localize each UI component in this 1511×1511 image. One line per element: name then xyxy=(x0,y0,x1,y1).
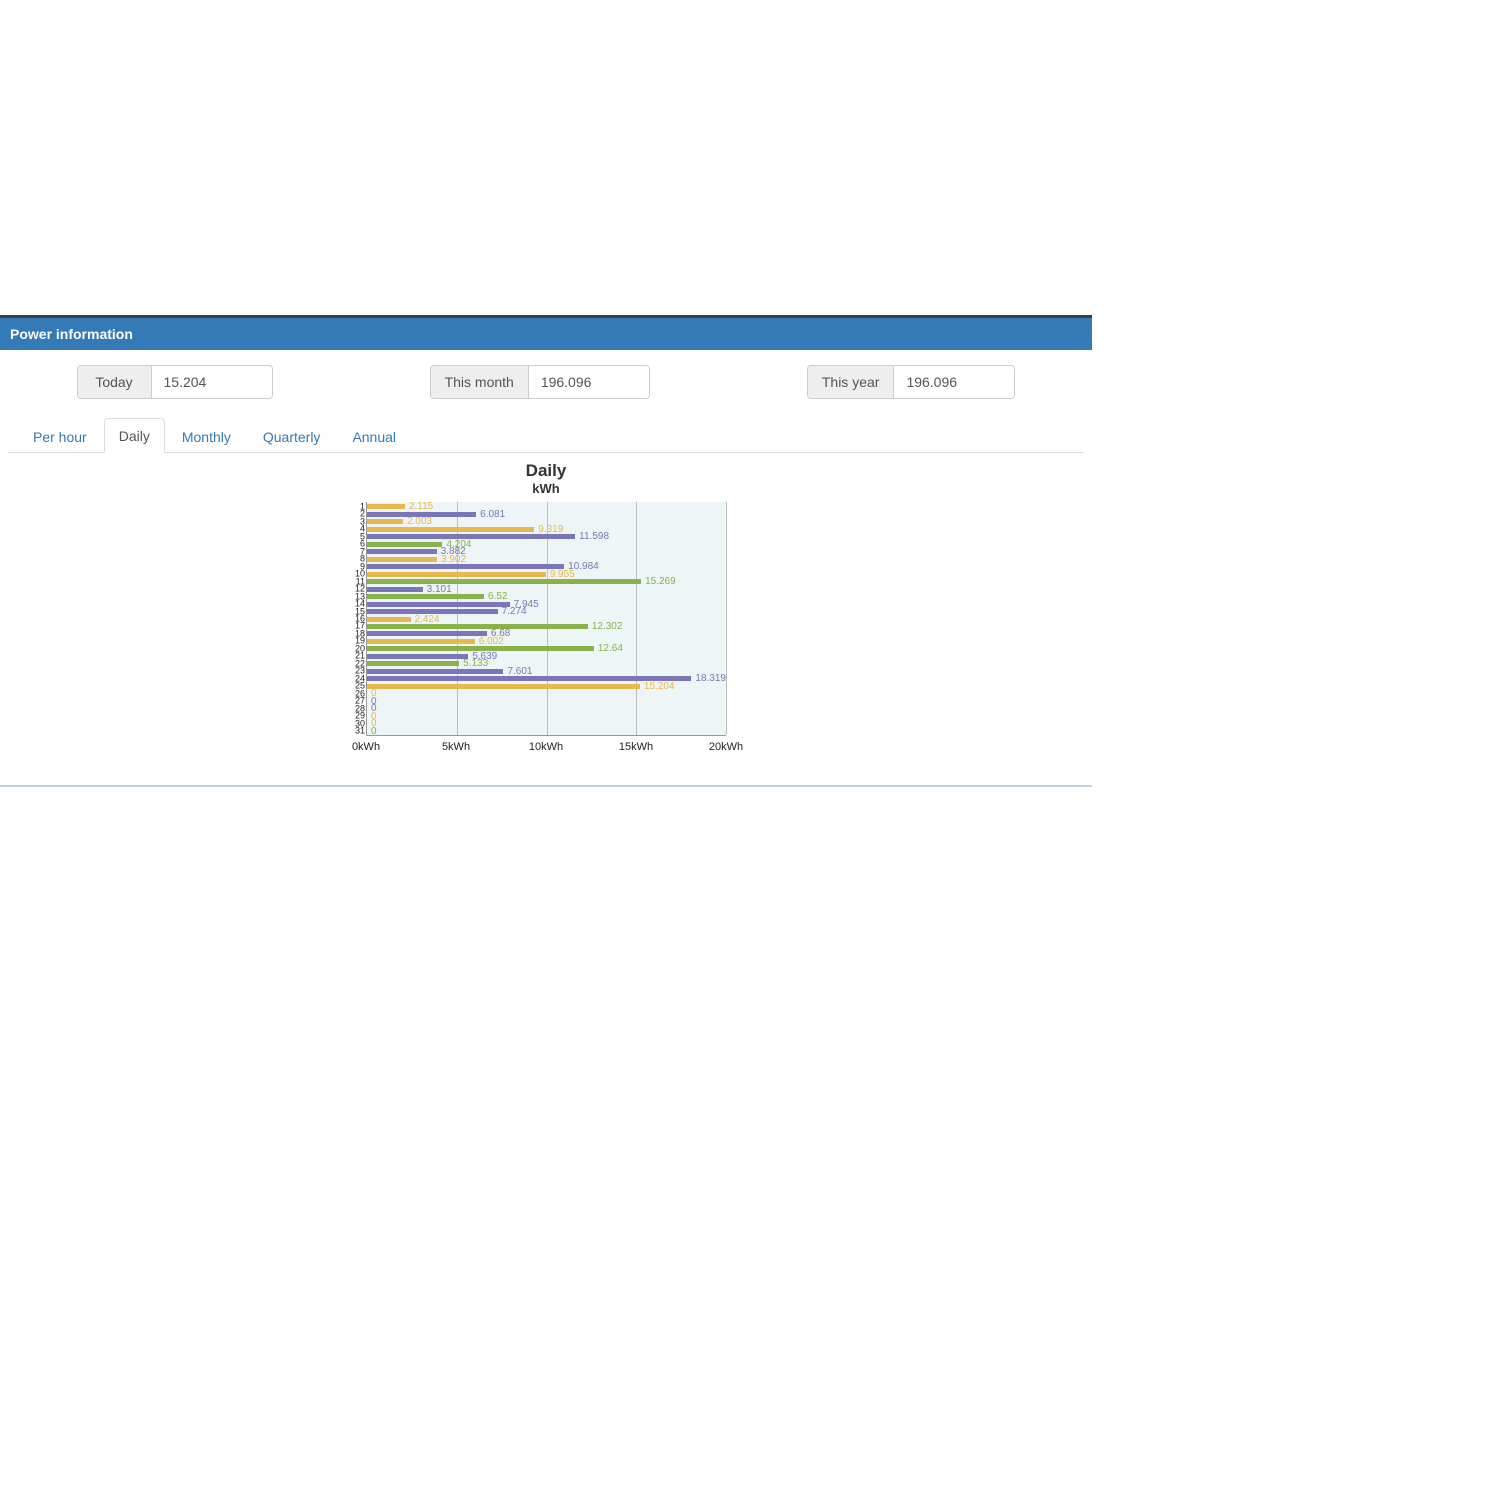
chart-area: 12.11526.08132.00349.319511.59864.20473.… xyxy=(366,502,726,760)
chart-bar-value: 11.598 xyxy=(579,531,609,542)
chart-bar: 2.115 xyxy=(367,504,726,509)
chart-bar-fill xyxy=(367,594,484,599)
chart-bar: 15.269 xyxy=(367,579,726,584)
chart-bar-value: 9.955 xyxy=(550,569,575,580)
chart-bar-value: 3.101 xyxy=(427,584,452,595)
chart-bar-fill xyxy=(367,617,411,622)
chart-bar-fill xyxy=(367,519,403,524)
chart-bar-value: 12.64 xyxy=(598,643,623,654)
chart-bar: 0 xyxy=(367,721,726,726)
stat-today-value: 15.204 xyxy=(152,366,272,398)
chart-bar-value: 2.115 xyxy=(409,501,433,512)
chart-bar: 7.945 xyxy=(367,602,726,607)
chart-bar-value: 15.204 xyxy=(644,681,675,692)
daily-chart: Daily kWh 12.11526.08132.00349.319511.59… xyxy=(330,461,762,760)
chart-bar-fill xyxy=(367,676,691,681)
chart-bar: 6.68 xyxy=(367,631,726,636)
chart-bar: 7.601 xyxy=(367,669,726,674)
chart-bar: 15.204 xyxy=(367,684,726,689)
stat-month-label: This month xyxy=(431,366,529,398)
chart-x-tick: 5kWh xyxy=(442,741,470,753)
chart-bar-value: 5.133 xyxy=(463,658,488,669)
chart-bar-value: 15.269 xyxy=(645,576,676,587)
chart-bar-fill xyxy=(367,579,641,584)
chart-bar: 3.902 xyxy=(367,557,726,562)
chart-bar-fill xyxy=(367,572,546,577)
chart-bar-value: 6.002 xyxy=(479,636,504,647)
chart-bar-value: 6.52 xyxy=(488,591,507,602)
chart-bar-value: 2.003 xyxy=(407,516,432,527)
chart-plot: 12.11526.08132.00349.319511.59864.20473.… xyxy=(366,502,726,736)
chart-bar-value: 9.319 xyxy=(538,524,563,535)
chart-bar: 11.598 xyxy=(367,534,726,539)
chart-bar-value: 0 xyxy=(371,726,377,737)
stat-year: This year 196.096 xyxy=(807,365,1016,399)
stat-today-label: Today xyxy=(78,366,152,398)
chart-bar-fill xyxy=(367,669,503,674)
chart-bar-value: 12.302 xyxy=(592,621,623,632)
chart-bar-fill xyxy=(367,549,437,554)
chart-subtitle: kWh xyxy=(330,481,762,496)
chart-bar-fill xyxy=(367,602,510,607)
chart-bar: 0 xyxy=(367,699,726,704)
chart-bar: 0 xyxy=(367,691,726,696)
chart-bar-fill xyxy=(367,661,459,666)
chart-title: Daily xyxy=(330,461,762,481)
chart-bar-value: 7.274 xyxy=(502,606,527,617)
tab-per-hour[interactable]: Per hour xyxy=(18,419,102,453)
chart-y-tick: 31 xyxy=(353,727,365,736)
chart-bar: 12.64 xyxy=(367,646,726,651)
chart-bar-fill xyxy=(367,639,475,644)
chart-bar-fill xyxy=(367,587,423,592)
chart-bar: 6.002 xyxy=(367,639,726,644)
chart-bar-fill xyxy=(367,504,405,509)
summary-row: Today 15.204 This month 196.096 This yea… xyxy=(8,365,1084,399)
chart-bar-value: 7.601 xyxy=(507,666,532,677)
chart-x-tick: 20kWh xyxy=(709,741,743,753)
chart-bar-fill xyxy=(367,542,442,547)
tab-annual[interactable]: Annual xyxy=(337,419,411,453)
chart-bar: 0 xyxy=(367,729,726,734)
tab-quarterly[interactable]: Quarterly xyxy=(248,419,336,453)
panel-body: Today 15.204 This month 196.096 This yea… xyxy=(0,350,1092,787)
chart-bar: 10.984 xyxy=(367,564,726,569)
chart-x-tick: 15kWh xyxy=(619,741,653,753)
stat-year-label: This year xyxy=(808,366,895,398)
chart-x-tick: 0kWh xyxy=(352,741,380,753)
stat-today: Today 15.204 xyxy=(77,365,273,399)
chart-bar: 0 xyxy=(367,714,726,719)
chart-bar: 0 xyxy=(367,706,726,711)
power-info-panel: Power information Today 15.204 This mont… xyxy=(0,315,1092,787)
chart-bar-fill xyxy=(367,527,534,532)
stat-month-value: 196.096 xyxy=(529,366,649,398)
chart-x-tick: 10kWh xyxy=(529,741,563,753)
chart-bar: 5.639 xyxy=(367,654,726,659)
stat-year-value: 196.096 xyxy=(894,366,1014,398)
chart-bar: 2.424 xyxy=(367,617,726,622)
tab-monthly[interactable]: Monthly xyxy=(167,419,246,453)
chart-bar: 12.302 xyxy=(367,624,726,629)
chart-bar: 3.101 xyxy=(367,587,726,592)
chart-bar-fill xyxy=(367,631,487,636)
chart-bar: 6.52 xyxy=(367,594,726,599)
chart-bar-fill xyxy=(367,624,588,629)
chart-bar: 9.319 xyxy=(367,527,726,532)
tab-daily[interactable]: Daily xyxy=(104,418,165,453)
panel-title: Power information xyxy=(0,318,1092,350)
stat-month: This month 196.096 xyxy=(430,365,650,399)
chart-bar-value: 3.902 xyxy=(441,554,466,565)
chart-bar: 4.204 xyxy=(367,542,726,547)
chart-bar-fill xyxy=(367,684,640,689)
chart-bar: 3.882 xyxy=(367,549,726,554)
chart-bar: 5.133 xyxy=(367,661,726,666)
chart-bar-value: 18.319 xyxy=(695,673,726,684)
chart-bar-value: 6.081 xyxy=(480,509,505,520)
chart-bar-value: 2.424 xyxy=(415,614,440,625)
chart-bar-fill xyxy=(367,654,468,659)
chart-gridline xyxy=(726,502,727,735)
tab-bar: Per hourDailyMonthlyQuarterlyAnnual xyxy=(8,417,1084,453)
chart-bar-fill xyxy=(367,557,437,562)
chart-bar-fill xyxy=(367,564,564,569)
